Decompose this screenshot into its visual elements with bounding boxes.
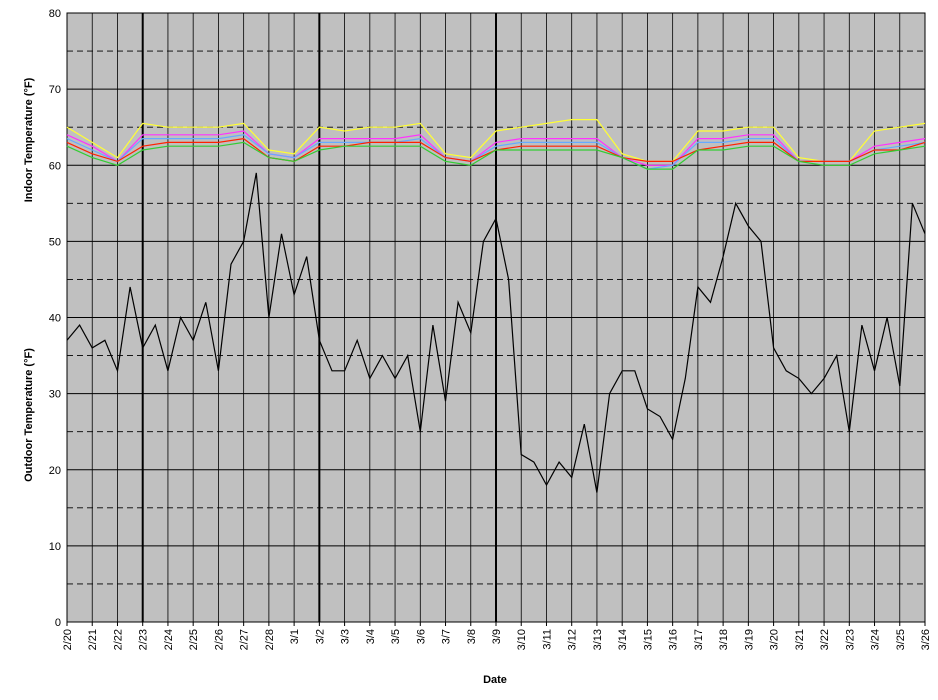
x-tick-label: 3/5 [390,629,402,644]
x-axis-title: Date [483,674,507,686]
x-tick-label: 3/7 [441,629,453,644]
y-tick-label: 70 [49,84,61,96]
y-tick-label: 60 [49,160,61,172]
x-tick-label: 2/25 [188,629,200,650]
x-tick-label: 3/22 [819,629,831,650]
y-tick-label: 0 [55,617,61,629]
x-tick-label: 3/2 [314,629,326,644]
x-tick-label: 3/24 [870,629,882,650]
series-line [66,119,926,162]
x-tick-label: 2/26 [213,629,225,650]
x-tick-label: 3/23 [844,629,856,650]
series-line [66,134,926,170]
x-tick-label: 3/26 [920,629,932,650]
series-line [66,141,926,170]
x-tick-label: 3/18 [718,629,730,650]
x-tick-label: 3/20 [769,629,781,650]
x-tick-label: 3/15 [642,629,654,650]
x-tick-label: 3/14 [617,629,629,650]
x-tick-label: 3/6 [415,629,427,644]
x-tick-label: 3/1 [289,629,301,644]
x-tick-label: 2/21 [87,629,99,650]
x-tick-label: 2/22 [112,629,124,650]
y-tick-label: 40 [49,313,61,325]
x-tick-label: 3/16 [668,629,680,650]
y-tick-label: 10 [49,541,61,553]
x-tick-label: 3/17 [693,629,705,650]
y-axis-title-indoor: Indoor Temperature (°F) [23,77,35,202]
x-tick-label: 2/20 [62,629,74,650]
x-tick-label: 3/4 [365,629,377,644]
x-tick-label: 2/23 [138,629,150,650]
x-tick-label: 2/28 [264,629,276,650]
y-axis-title-outdoor: Outdoor Temperature (°F) [23,348,35,482]
x-tick-label: 3/10 [516,629,528,650]
y-tick-label: 50 [49,236,61,248]
y-tick-label: 20 [49,465,61,477]
x-tick-label: 3/11 [541,629,553,650]
x-tick-label: 3/13 [592,629,604,650]
y-tick-label: 80 [49,8,61,20]
x-tick-label: 3/19 [743,629,755,650]
series-line [66,172,926,493]
x-tick-label: 3/12 [567,629,579,650]
x-tick-label: 3/25 [895,629,907,650]
x-tick-label: 3/9 [491,629,503,644]
x-tick-label: 3/3 [340,629,352,644]
y-tick-label: 30 [49,389,61,401]
series-line [66,130,926,166]
x-tick-label: 3/8 [466,629,478,644]
x-tick-label: 2/27 [239,629,251,650]
x-tick-label: 2/24 [163,629,175,650]
x-tick-label: 3/21 [794,629,806,650]
